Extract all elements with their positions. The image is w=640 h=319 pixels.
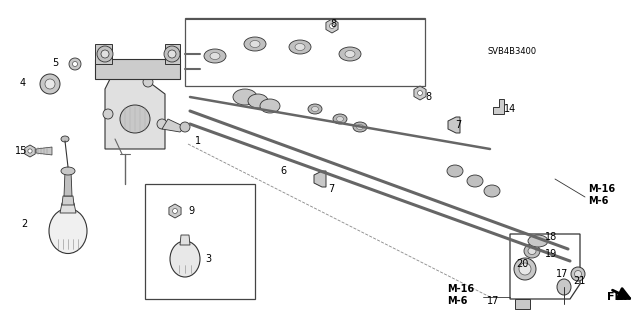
Polygon shape — [95, 59, 180, 79]
Ellipse shape — [120, 105, 150, 133]
Ellipse shape — [61, 136, 69, 142]
Text: 1: 1 — [195, 136, 201, 146]
Text: M-6: M-6 — [588, 196, 609, 206]
Ellipse shape — [333, 114, 347, 124]
Ellipse shape — [164, 46, 180, 62]
Text: 15: 15 — [15, 146, 28, 156]
Polygon shape — [515, 299, 530, 309]
Ellipse shape — [312, 107, 319, 112]
Text: SVB4B3400: SVB4B3400 — [488, 47, 537, 56]
Ellipse shape — [356, 124, 364, 130]
Ellipse shape — [210, 53, 220, 60]
Ellipse shape — [260, 99, 280, 113]
Ellipse shape — [250, 41, 260, 48]
Text: M-6: M-6 — [447, 296, 467, 306]
Ellipse shape — [103, 109, 113, 119]
Text: 4: 4 — [20, 78, 26, 88]
Text: M-16: M-16 — [588, 184, 615, 194]
Text: 21: 21 — [573, 276, 586, 286]
Ellipse shape — [330, 24, 335, 28]
Text: 7: 7 — [328, 184, 334, 194]
Ellipse shape — [170, 241, 200, 277]
Ellipse shape — [571, 267, 585, 281]
Polygon shape — [448, 117, 460, 133]
Text: 20: 20 — [516, 259, 529, 269]
Text: 8: 8 — [330, 19, 336, 29]
Polygon shape — [165, 44, 180, 64]
Bar — [185, 18, 425, 86]
Polygon shape — [60, 203, 76, 213]
Ellipse shape — [353, 122, 367, 132]
Ellipse shape — [467, 175, 483, 187]
Ellipse shape — [514, 258, 536, 280]
Text: 2: 2 — [22, 219, 28, 229]
Text: M-16: M-16 — [447, 284, 474, 294]
Text: 7: 7 — [455, 120, 461, 130]
Ellipse shape — [289, 40, 311, 54]
Ellipse shape — [337, 116, 344, 122]
Polygon shape — [493, 99, 504, 114]
Ellipse shape — [28, 149, 32, 153]
Ellipse shape — [101, 50, 109, 58]
Polygon shape — [162, 119, 185, 132]
Text: 5: 5 — [52, 58, 58, 68]
Text: 17: 17 — [556, 269, 568, 279]
Polygon shape — [314, 171, 326, 187]
Text: 3: 3 — [205, 254, 211, 264]
Ellipse shape — [528, 248, 536, 255]
Text: 17: 17 — [487, 296, 499, 306]
Ellipse shape — [49, 209, 87, 254]
Ellipse shape — [519, 263, 531, 275]
Text: FR.: FR. — [607, 292, 627, 302]
Ellipse shape — [45, 79, 55, 89]
Ellipse shape — [61, 167, 75, 175]
Ellipse shape — [233, 89, 257, 105]
Ellipse shape — [417, 91, 422, 95]
Ellipse shape — [484, 185, 500, 197]
Polygon shape — [169, 204, 181, 218]
Polygon shape — [326, 19, 338, 33]
Ellipse shape — [244, 37, 266, 51]
Ellipse shape — [180, 122, 190, 132]
Ellipse shape — [72, 62, 77, 66]
Ellipse shape — [575, 271, 582, 278]
Ellipse shape — [295, 43, 305, 50]
Ellipse shape — [248, 94, 268, 108]
Text: 19: 19 — [545, 249, 557, 259]
Ellipse shape — [524, 244, 540, 258]
Ellipse shape — [157, 119, 167, 129]
Ellipse shape — [339, 47, 361, 61]
Ellipse shape — [173, 209, 177, 213]
Polygon shape — [95, 44, 112, 64]
Ellipse shape — [40, 74, 60, 94]
Ellipse shape — [528, 235, 548, 247]
Text: 18: 18 — [545, 232, 557, 242]
Ellipse shape — [557, 279, 571, 295]
Ellipse shape — [69, 58, 81, 70]
Ellipse shape — [204, 49, 226, 63]
Polygon shape — [180, 235, 190, 245]
Ellipse shape — [308, 104, 322, 114]
Ellipse shape — [168, 50, 176, 58]
Ellipse shape — [143, 77, 153, 87]
Polygon shape — [62, 196, 74, 205]
Bar — [145, 184, 255, 299]
Polygon shape — [36, 147, 52, 155]
Polygon shape — [414, 86, 426, 100]
Text: 14: 14 — [504, 104, 516, 114]
Text: 6: 6 — [280, 166, 286, 176]
Ellipse shape — [345, 50, 355, 57]
Polygon shape — [25, 145, 35, 157]
Text: 9: 9 — [188, 206, 194, 216]
Polygon shape — [64, 171, 72, 196]
Ellipse shape — [97, 46, 113, 62]
Polygon shape — [105, 74, 165, 149]
Ellipse shape — [447, 165, 463, 177]
Text: 8: 8 — [425, 92, 431, 102]
